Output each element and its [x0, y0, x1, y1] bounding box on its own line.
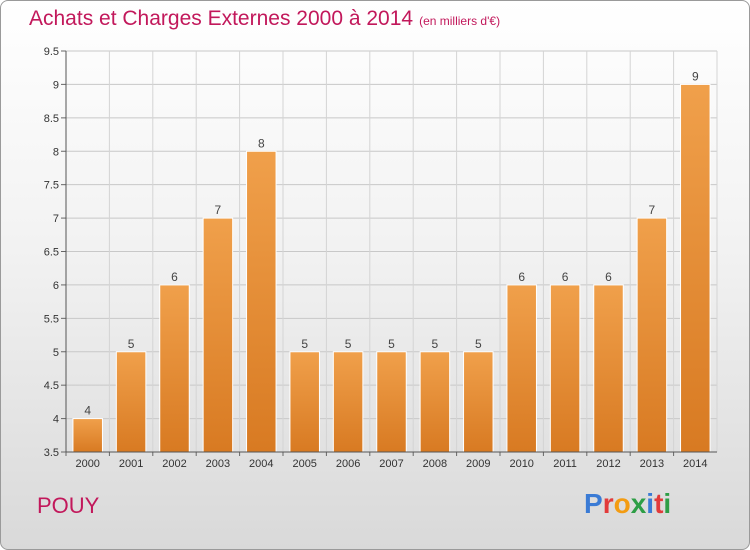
x-tick-label: 2003	[206, 458, 230, 470]
x-tick-label: 2012	[596, 458, 620, 470]
bar-2010	[506, 284, 537, 453]
axis-layer: 3.5 4 4.5 5 5.5 6 6.5 7 7.5 8 8.5 9 9.5 2000 2001 2002 2…	[44, 46, 717, 470]
bar-2014	[680, 83, 711, 453]
data-label: 6	[562, 270, 569, 284]
y-tick-label: 8.5	[44, 113, 59, 125]
title-text: Achats et Charges Externes 2000 à 2014	[29, 7, 414, 30]
bar-2008	[419, 351, 451, 453]
y-tick-label: 9	[53, 79, 59, 91]
bar-2005	[289, 351, 320, 453]
logo-letter: x	[630, 488, 647, 519]
data-label: 5	[475, 337, 482, 351]
bar-2011	[549, 284, 581, 453]
bar-2009	[463, 351, 494, 453]
bar-layer: 4 5 6 7 8 5 5 5 5 5 6 6 6 7 9	[72, 69, 711, 453]
x-tick-label: 2008	[423, 458, 447, 470]
data-label: 5	[432, 337, 439, 351]
bar-2007	[376, 351, 407, 453]
y-tick-label: 6	[53, 280, 59, 292]
logo-letter: r	[602, 488, 614, 519]
data-label: 6	[605, 270, 612, 284]
bar-2000	[72, 418, 103, 453]
bar-2006	[332, 351, 364, 453]
y-tick-label: 9.5	[44, 46, 59, 58]
chart-title: Achats et Charges Externes 2000 à 2014 (e…	[29, 7, 500, 31]
place-name: POUY	[37, 493, 100, 518]
data-label: 5	[301, 337, 308, 351]
x-tick-label: 2014	[683, 458, 707, 470]
logo-letter: P	[584, 488, 603, 519]
bar-2003	[202, 217, 234, 453]
y-tick-label: 4.5	[44, 380, 59, 392]
x-tick-label: 2006	[336, 458, 360, 470]
y-tick-label: 8	[53, 146, 59, 158]
x-tick-label: 2004	[249, 458, 273, 470]
data-label: 8	[258, 136, 265, 150]
y-tick-label: 6.5	[44, 247, 59, 259]
data-label: 5	[345, 337, 352, 351]
data-label: 7	[215, 203, 222, 217]
data-label: 7	[649, 203, 656, 217]
bar-2012	[593, 284, 624, 453]
y-tick-label: 5.5	[44, 313, 59, 325]
x-tick-label: 2000	[75, 458, 99, 470]
y-tick-label: 7	[53, 213, 59, 225]
data-label: 6	[518, 270, 525, 284]
x-tick-label: 2013	[640, 458, 664, 470]
data-label: 6	[171, 270, 178, 284]
x-tick-label: 2002	[162, 458, 186, 470]
logo-letter: i	[663, 488, 672, 519]
data-label: 5	[128, 337, 135, 351]
y-tick-label: 3.5	[44, 447, 59, 459]
data-label: 9	[692, 69, 699, 83]
bar-2004	[246, 150, 277, 453]
x-tick-label: 2001	[119, 458, 143, 470]
y-tick-label: 7.5	[44, 180, 59, 192]
x-tick-label: 2010	[509, 458, 533, 470]
x-tick-label: 2009	[466, 458, 490, 470]
x-tick-label: 2011	[553, 458, 577, 470]
y-tick-label: 4	[53, 414, 59, 426]
proxiti-logo: Proxiti	[584, 488, 671, 520]
y-tick-label: 5	[53, 347, 59, 359]
logo-letter: i	[646, 488, 655, 519]
bar-2002	[159, 284, 190, 453]
x-tick-label: 2005	[292, 458, 316, 470]
bar-2001	[115, 351, 147, 453]
data-label: 5	[388, 337, 395, 351]
logo-letter: t	[654, 488, 664, 519]
x-tick-label: 2007	[379, 458, 403, 470]
logo-letter: o	[613, 488, 631, 519]
bar-2013	[636, 217, 668, 453]
chart-subtitle: (en milliers d'€)	[419, 14, 501, 28]
data-label: 4	[84, 404, 91, 418]
